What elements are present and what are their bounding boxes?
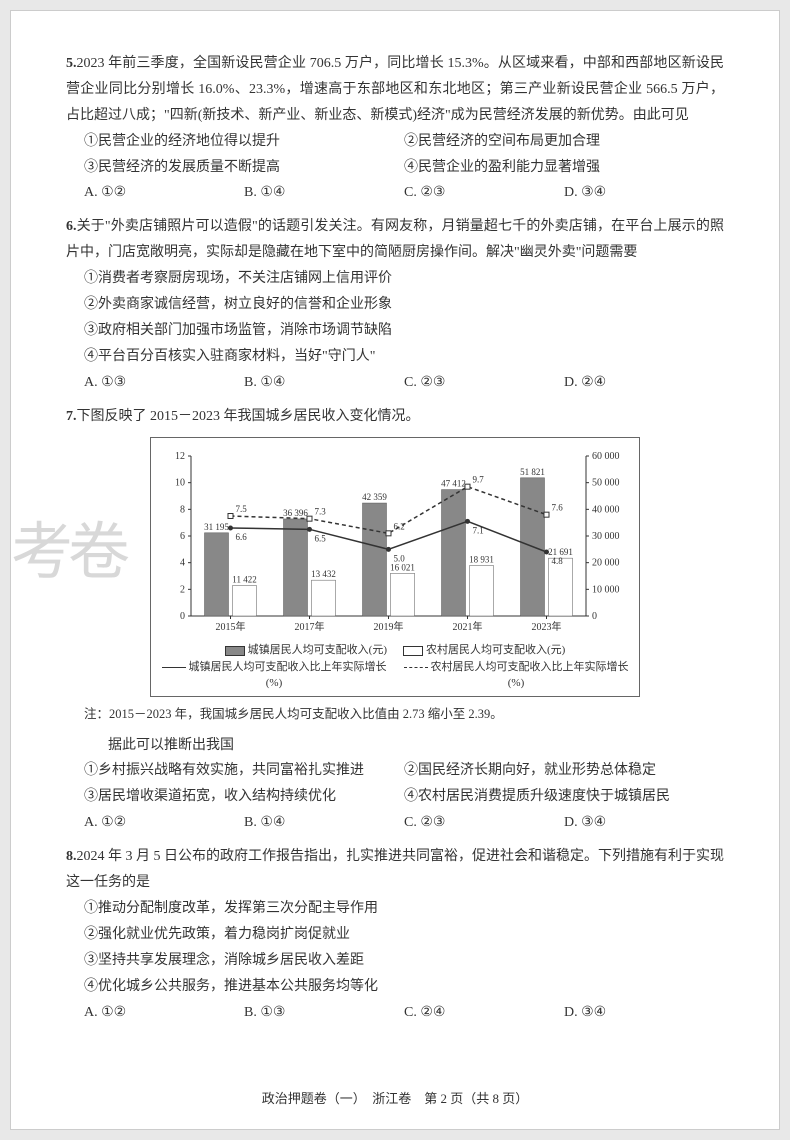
q7-opt-c: C. ②③ xyxy=(404,810,564,836)
q7-lead: 据此可以推断出我国 xyxy=(66,733,724,759)
svg-text:2017年: 2017年 xyxy=(295,620,325,633)
legend-rural-bar: 农村居民人均可支配收入(元) xyxy=(426,644,565,656)
svg-text:10 000: 10 000 xyxy=(592,585,620,596)
svg-text:9.7: 9.7 xyxy=(473,475,485,485)
svg-text:20 000: 20 000 xyxy=(592,558,620,569)
q8-opt-b: B. ①③ xyxy=(244,1000,404,1026)
question-6: 6.关于"外卖店铺照片可以造假"的话题引发关注。有网友称，月销量超七千的外卖店铺… xyxy=(66,214,724,395)
q5-stmt-1: ①民营企业的经济地位得以提升 xyxy=(84,129,404,155)
page-content: 5.2023 年前三季度，全国新设民营企业 706.5 万户，同比增长 15.3… xyxy=(66,51,724,1025)
q5-opt-a: A. ①② xyxy=(84,180,244,206)
q5-opt-d: D. ③④ xyxy=(564,180,724,206)
svg-text:18 931: 18 931 xyxy=(469,555,494,565)
q6-opt-b: B. ①④ xyxy=(244,370,404,396)
q8-opt-a: A. ①② xyxy=(84,1000,244,1026)
svg-text:2015年: 2015年 xyxy=(216,620,246,633)
svg-text:6.5: 6.5 xyxy=(315,534,327,544)
svg-text:2021年: 2021年 xyxy=(453,620,483,633)
svg-text:10: 10 xyxy=(175,478,185,489)
legend-line-urban-icon xyxy=(162,667,186,668)
svg-text:31 195: 31 195 xyxy=(204,522,229,532)
svg-text:4: 4 xyxy=(180,558,185,569)
q8-opt-d: D. ③④ xyxy=(564,1000,724,1026)
income-chart: 0 2 4 6 8 10 12 0 10 000 20 000 30 000 40 000 50 000… xyxy=(150,437,640,697)
q7-note: 注：2015－2023 年，我国城乡居民人均可支配收入比值由 2.73 缩小至 … xyxy=(66,703,724,726)
svg-text:7.3: 7.3 xyxy=(315,507,327,517)
q8-stmt-4: ④优化城乡公共服务，推进基本公共服务均等化 xyxy=(66,974,724,1000)
q5-stmt-2: ②民营经济的空间布局更加合理 xyxy=(404,129,724,155)
q6-opt-a: A. ①③ xyxy=(84,370,244,396)
svg-text:47 412: 47 412 xyxy=(441,479,466,489)
q7-opt-b: B. ①④ xyxy=(244,810,404,836)
q7-number: 7. xyxy=(66,409,77,424)
q5-number: 5. xyxy=(66,56,77,71)
page-footer: 政治押题卷（一） 浙江卷 第 2 页（共 8 页） xyxy=(11,1088,779,1107)
q8-stmt-2: ②强化就业优先政策，着力稳岗扩岗促就业 xyxy=(66,922,724,948)
svg-text:7.1: 7.1 xyxy=(473,526,484,536)
q6-number: 6. xyxy=(66,219,77,234)
svg-text:2023年: 2023年 xyxy=(532,620,562,633)
q6-opt-c: C. ②③ xyxy=(404,370,564,396)
q7-text: 下图反映了 2015－2023 年我国城乡居民收入变化情况。 xyxy=(77,409,420,424)
svg-text:42 359: 42 359 xyxy=(362,493,387,503)
q8-text: 2024 年 3 月 5 日公布的政府工作报告指出，扎实推进共同富裕，促进社会和… xyxy=(66,849,724,890)
q8-stmt-1: ①推动分配制度改革，发挥第三次分配主导作用 xyxy=(66,896,724,922)
q5-text: 2023 年前三季度，全国新设民营企业 706.5 万户，同比增长 15.3%。… xyxy=(66,56,724,123)
q6-text: 关于"外卖店铺照片可以造假"的话题引发关注。有网友称，月销量超七千的外卖店铺，在… xyxy=(66,219,724,260)
svg-text:50 000: 50 000 xyxy=(592,478,620,489)
q5-opt-c: C. ②③ xyxy=(404,180,564,206)
svg-text:6.6: 6.6 xyxy=(236,532,248,542)
legend-box-rural-icon xyxy=(403,646,423,656)
q8-opt-c: C. ②④ xyxy=(404,1000,564,1026)
svg-text:6: 6 xyxy=(180,531,185,542)
q7-opt-d: D. ③④ xyxy=(564,810,724,836)
q5-opt-b: B. ①④ xyxy=(244,180,404,206)
q6-stmt-2: ②外卖商家诚信经营，树立良好的信誉和企业形象 xyxy=(66,292,724,318)
svg-text:0: 0 xyxy=(592,611,597,622)
svg-text:6.2: 6.2 xyxy=(394,522,405,532)
svg-text:4.8: 4.8 xyxy=(552,556,564,566)
q5-stmt-4: ④民营企业的盈利能力显著增强 xyxy=(404,155,724,181)
svg-text:36 396: 36 396 xyxy=(283,508,308,518)
svg-text:12: 12 xyxy=(175,451,185,462)
q6-stmt-1: ①消费者考察厨房现场，不关注店铺网上信用评价 xyxy=(66,266,724,292)
legend-box-urban-icon xyxy=(225,646,245,656)
q7-opt-a: A. ①② xyxy=(84,810,244,836)
q7-stmt-1: ①乡村振兴战略有效实施，共同富裕扎实推进 xyxy=(84,758,404,784)
q6-stmt-3: ③政府相关部门加强市场监管，消除市场调节缺陷 xyxy=(66,318,724,344)
svg-text:30 000: 30 000 xyxy=(592,531,620,542)
legend-rural-line: 农村居民人均可支配收入比上年实际增长(%) xyxy=(431,661,629,690)
svg-text:8: 8 xyxy=(180,505,185,516)
svg-text:2: 2 xyxy=(180,585,185,596)
question-7: 7.下图反映了 2015－2023 年我国城乡居民收入变化情况。 0 2 4 6 8 10… xyxy=(66,404,724,837)
chart-legend: 城镇居民人均可支配收入(元) 农村居民人均可支配收入(元) 城镇居民人均可支配收… xyxy=(161,642,629,692)
svg-text:11 422: 11 422 xyxy=(232,575,256,585)
svg-text:5.0: 5.0 xyxy=(394,554,406,564)
svg-text:7.5: 7.5 xyxy=(236,504,248,514)
q7-stmt-4: ④农村居民消费提质升级速度快于城镇居民 xyxy=(404,784,724,810)
svg-text:51 821: 51 821 xyxy=(520,467,545,477)
svg-text:16 021: 16 021 xyxy=(390,563,415,573)
svg-text:2019年: 2019年 xyxy=(374,620,404,633)
legend-urban-line: 城镇居民人均可支配收入比上年实际增长(%) xyxy=(189,661,387,690)
q5-stmt-3: ③民营经济的发展质量不断提高 xyxy=(84,155,404,181)
q8-number: 8. xyxy=(66,849,77,864)
svg-text:0: 0 xyxy=(180,611,185,622)
q7-stmt-3: ③居民增收渠道拓宽，收入结构持续优化 xyxy=(84,784,404,810)
legend-urban-bar: 城镇居民人均可支配收入(元) xyxy=(248,644,387,656)
svg-text:13 432: 13 432 xyxy=(311,570,336,580)
q6-opt-d: D. ②④ xyxy=(564,370,724,396)
legend-line-rural-icon xyxy=(404,667,428,668)
svg-text:60 000: 60 000 xyxy=(592,451,620,462)
question-8: 8.2024 年 3 月 5 日公布的政府工作报告指出，扎实推进共同富裕，促进社… xyxy=(66,844,724,1025)
svg-text:40 000: 40 000 xyxy=(592,505,620,516)
q7-stmt-2: ②国民经济长期向好，就业形势总体稳定 xyxy=(404,758,724,784)
question-5: 5.2023 年前三季度，全国新设民营企业 706.5 万户，同比增长 15.3… xyxy=(66,51,724,206)
q6-stmt-4: ④平台百分百核实入驻商家材料，当好"守门人" xyxy=(66,344,724,370)
q8-stmt-3: ③坚持共享发展理念，消除城乡居民收入差距 xyxy=(66,948,724,974)
chart-svg: 0 2 4 6 8 10 12 0 10 000 20 000 30 000 40 000 50 000… xyxy=(161,448,631,638)
svg-text:7.6: 7.6 xyxy=(552,503,564,513)
